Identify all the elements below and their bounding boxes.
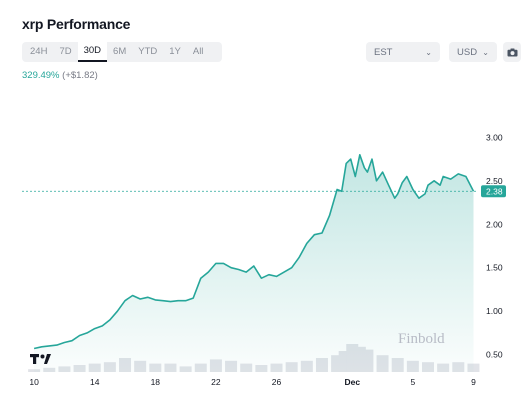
y-tick-label: 1.50 <box>486 263 503 273</box>
chevron-down-icon: ⌄ <box>425 47 432 57</box>
range-tab-all[interactable]: All <box>192 46 204 57</box>
timezone-select[interactable]: EST ⌄ <box>366 42 440 62</box>
currency-select[interactable]: USD ⌄ <box>449 42 497 62</box>
range-tab-30d[interactable]: 30D <box>77 42 108 62</box>
last-price-badge-text: 2.38 <box>486 186 503 196</box>
tradingview-logo-icon <box>30 354 51 364</box>
x-tick-label: 9 <box>471 377 476 387</box>
page-title: xrp Performance <box>22 16 131 32</box>
range-tab-7d[interactable]: 7D <box>59 46 72 57</box>
currency-value: USD <box>457 46 478 58</box>
price-change: 329.49% (+$1.82) <box>22 70 98 81</box>
x-tick-label: 22 <box>211 377 221 387</box>
y-tick-label: 2.00 <box>486 219 503 229</box>
x-tick-label: 14 <box>90 377 100 387</box>
y-tick-label: 3.00 <box>486 132 503 142</box>
x-tick-label: 26 <box>272 377 282 387</box>
last-price-badge: 2.38 <box>481 185 506 198</box>
price-line <box>33 154 475 350</box>
timezone-value: EST <box>374 46 393 58</box>
x-axis: 10 14 18 22 26 Dec 5 9 <box>29 377 476 387</box>
price-area <box>34 154 474 372</box>
y-axis: 0.50 1.00 1.50 2.00 2.50 3.00 <box>486 132 503 359</box>
screenshot-button[interactable] <box>503 42 521 62</box>
range-tab-ytd[interactable]: YTD <box>138 46 158 57</box>
change-absolute: (+$1.82) <box>62 70 98 81</box>
chevron-down-icon: ⌄ <box>482 47 489 57</box>
range-tab-24h[interactable]: 24H <box>30 46 48 57</box>
y-tick-label: 0.50 <box>486 350 503 360</box>
finbold-watermark: Finbold <box>398 331 445 347</box>
last-price-badge-box <box>481 185 506 198</box>
x-tick-label: Dec <box>344 377 360 387</box>
x-tick-label: 5 <box>410 377 415 387</box>
camera-icon <box>507 48 517 56</box>
range-tab-1y[interactable]: 1Y <box>169 46 181 57</box>
range-selector: 24H 7D 30D 6M YTD 1Y All <box>22 42 222 62</box>
x-tick-label: 18 <box>151 377 161 387</box>
y-tick-label: 2.50 <box>486 176 503 186</box>
change-percent: 329.49% <box>22 70 60 81</box>
y-tick-label: 1.00 <box>486 306 503 316</box>
x-tick-label: 10 <box>29 377 39 387</box>
range-tab-6m[interactable]: 6M <box>113 46 127 57</box>
